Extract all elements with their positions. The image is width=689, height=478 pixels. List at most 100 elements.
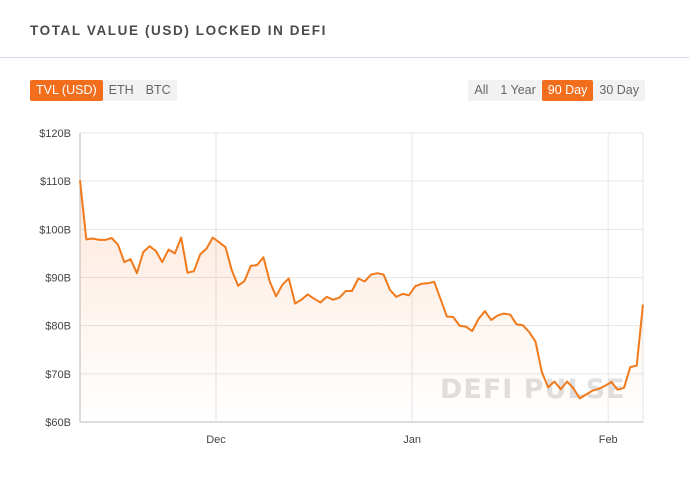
data-point [250, 265, 252, 267]
data-point [490, 319, 492, 321]
data-point [560, 388, 562, 390]
data-point [389, 289, 391, 291]
data-point [92, 238, 94, 240]
data-point [212, 237, 214, 239]
y-tick-label: $110B [40, 176, 71, 188]
data-point [598, 388, 600, 390]
data-point [193, 270, 195, 272]
data-point [414, 285, 416, 287]
data-point [237, 285, 239, 287]
data-point [294, 303, 296, 305]
y-tick-label: $70B [45, 369, 71, 381]
data-point [161, 261, 163, 263]
data-point [572, 387, 574, 389]
data-point [262, 256, 264, 258]
data-point [117, 244, 119, 246]
data-point [503, 313, 505, 315]
y-axis: $120B $110B $100B $90B $80B $70B $60B [39, 128, 71, 429]
tab-all[interactable]: All [474, 83, 489, 97]
data-point [566, 381, 568, 383]
data-point [402, 293, 404, 295]
data-point [98, 239, 100, 241]
data-point [269, 281, 271, 283]
data-point [281, 284, 283, 286]
data-point [585, 394, 587, 396]
tab-tvl-usd[interactable]: TVL (USD) [30, 80, 103, 101]
data-point [180, 237, 182, 239]
data-point [206, 248, 208, 250]
data-point [307, 293, 309, 295]
data-point [535, 341, 537, 343]
data-point [104, 239, 106, 241]
data-point [313, 298, 315, 300]
metric-tabs: TVL (USD) ETH BTC [30, 80, 177, 101]
tab-btc[interactable]: BTC [145, 83, 171, 97]
data-point [256, 264, 258, 266]
data-point [338, 297, 340, 299]
data-point [383, 274, 385, 276]
data-point [351, 290, 353, 292]
data-point [319, 302, 321, 304]
data-point [459, 325, 461, 327]
data-point [623, 387, 625, 389]
data-point [111, 237, 113, 239]
data-point [370, 274, 372, 276]
data-point [522, 324, 524, 326]
data-point [142, 251, 144, 253]
data-point [225, 246, 227, 248]
tab-90-day[interactable]: 90 Day [541, 80, 594, 101]
series-line [79, 180, 644, 400]
y-tick-label: $80B [45, 321, 71, 333]
series-area [80, 180, 643, 422]
data-point [168, 249, 170, 251]
y-tick-label: $100B [39, 224, 71, 236]
page-header: TOTAL VALUE (USD) LOCKED IN DEFI [0, 0, 689, 58]
data-point [218, 241, 220, 243]
tab-1-year[interactable]: 1 Year [500, 83, 536, 97]
data-point [484, 310, 486, 312]
data-point [471, 330, 473, 332]
data-point [579, 397, 581, 399]
data-point [187, 272, 189, 274]
range-tabs: All 1 Year 90 Day 30 Day [468, 80, 645, 101]
data-point [288, 278, 290, 280]
data-point [547, 386, 549, 388]
data-point [345, 290, 347, 292]
data-point [149, 245, 151, 247]
tab-eth[interactable]: ETH [108, 83, 134, 97]
data-point [452, 316, 454, 318]
data-point [465, 326, 467, 328]
data-point [123, 261, 125, 263]
data-point [440, 298, 442, 300]
page-title: TOTAL VALUE (USD) LOCKED IN DEFI [30, 23, 327, 38]
data-point [433, 281, 435, 283]
data-point [275, 295, 277, 297]
data-point [446, 316, 448, 318]
data-point [155, 250, 157, 252]
data-point [85, 238, 87, 240]
data-point [516, 323, 518, 325]
data-point [591, 390, 593, 392]
data-point [421, 283, 423, 285]
x-tick-label: Jan [403, 434, 421, 446]
data-point [231, 269, 233, 271]
data-point [427, 282, 429, 284]
data-point [553, 381, 555, 383]
data-point [636, 365, 638, 367]
data-point [364, 280, 366, 282]
tab-30-day[interactable]: 30 Day [599, 83, 639, 97]
data-point [642, 304, 644, 306]
data-point [617, 389, 619, 391]
data-point [376, 272, 378, 274]
y-tick-label: $60B [45, 417, 71, 429]
data-point [244, 280, 246, 282]
y-tick-label: $120B [39, 128, 71, 140]
data-point [497, 315, 499, 317]
x-tick-label: Dec [206, 434, 226, 446]
data-point [174, 252, 176, 254]
data-point [541, 371, 543, 373]
data-point [478, 318, 480, 320]
data-point [357, 278, 359, 280]
data-point [528, 331, 530, 333]
